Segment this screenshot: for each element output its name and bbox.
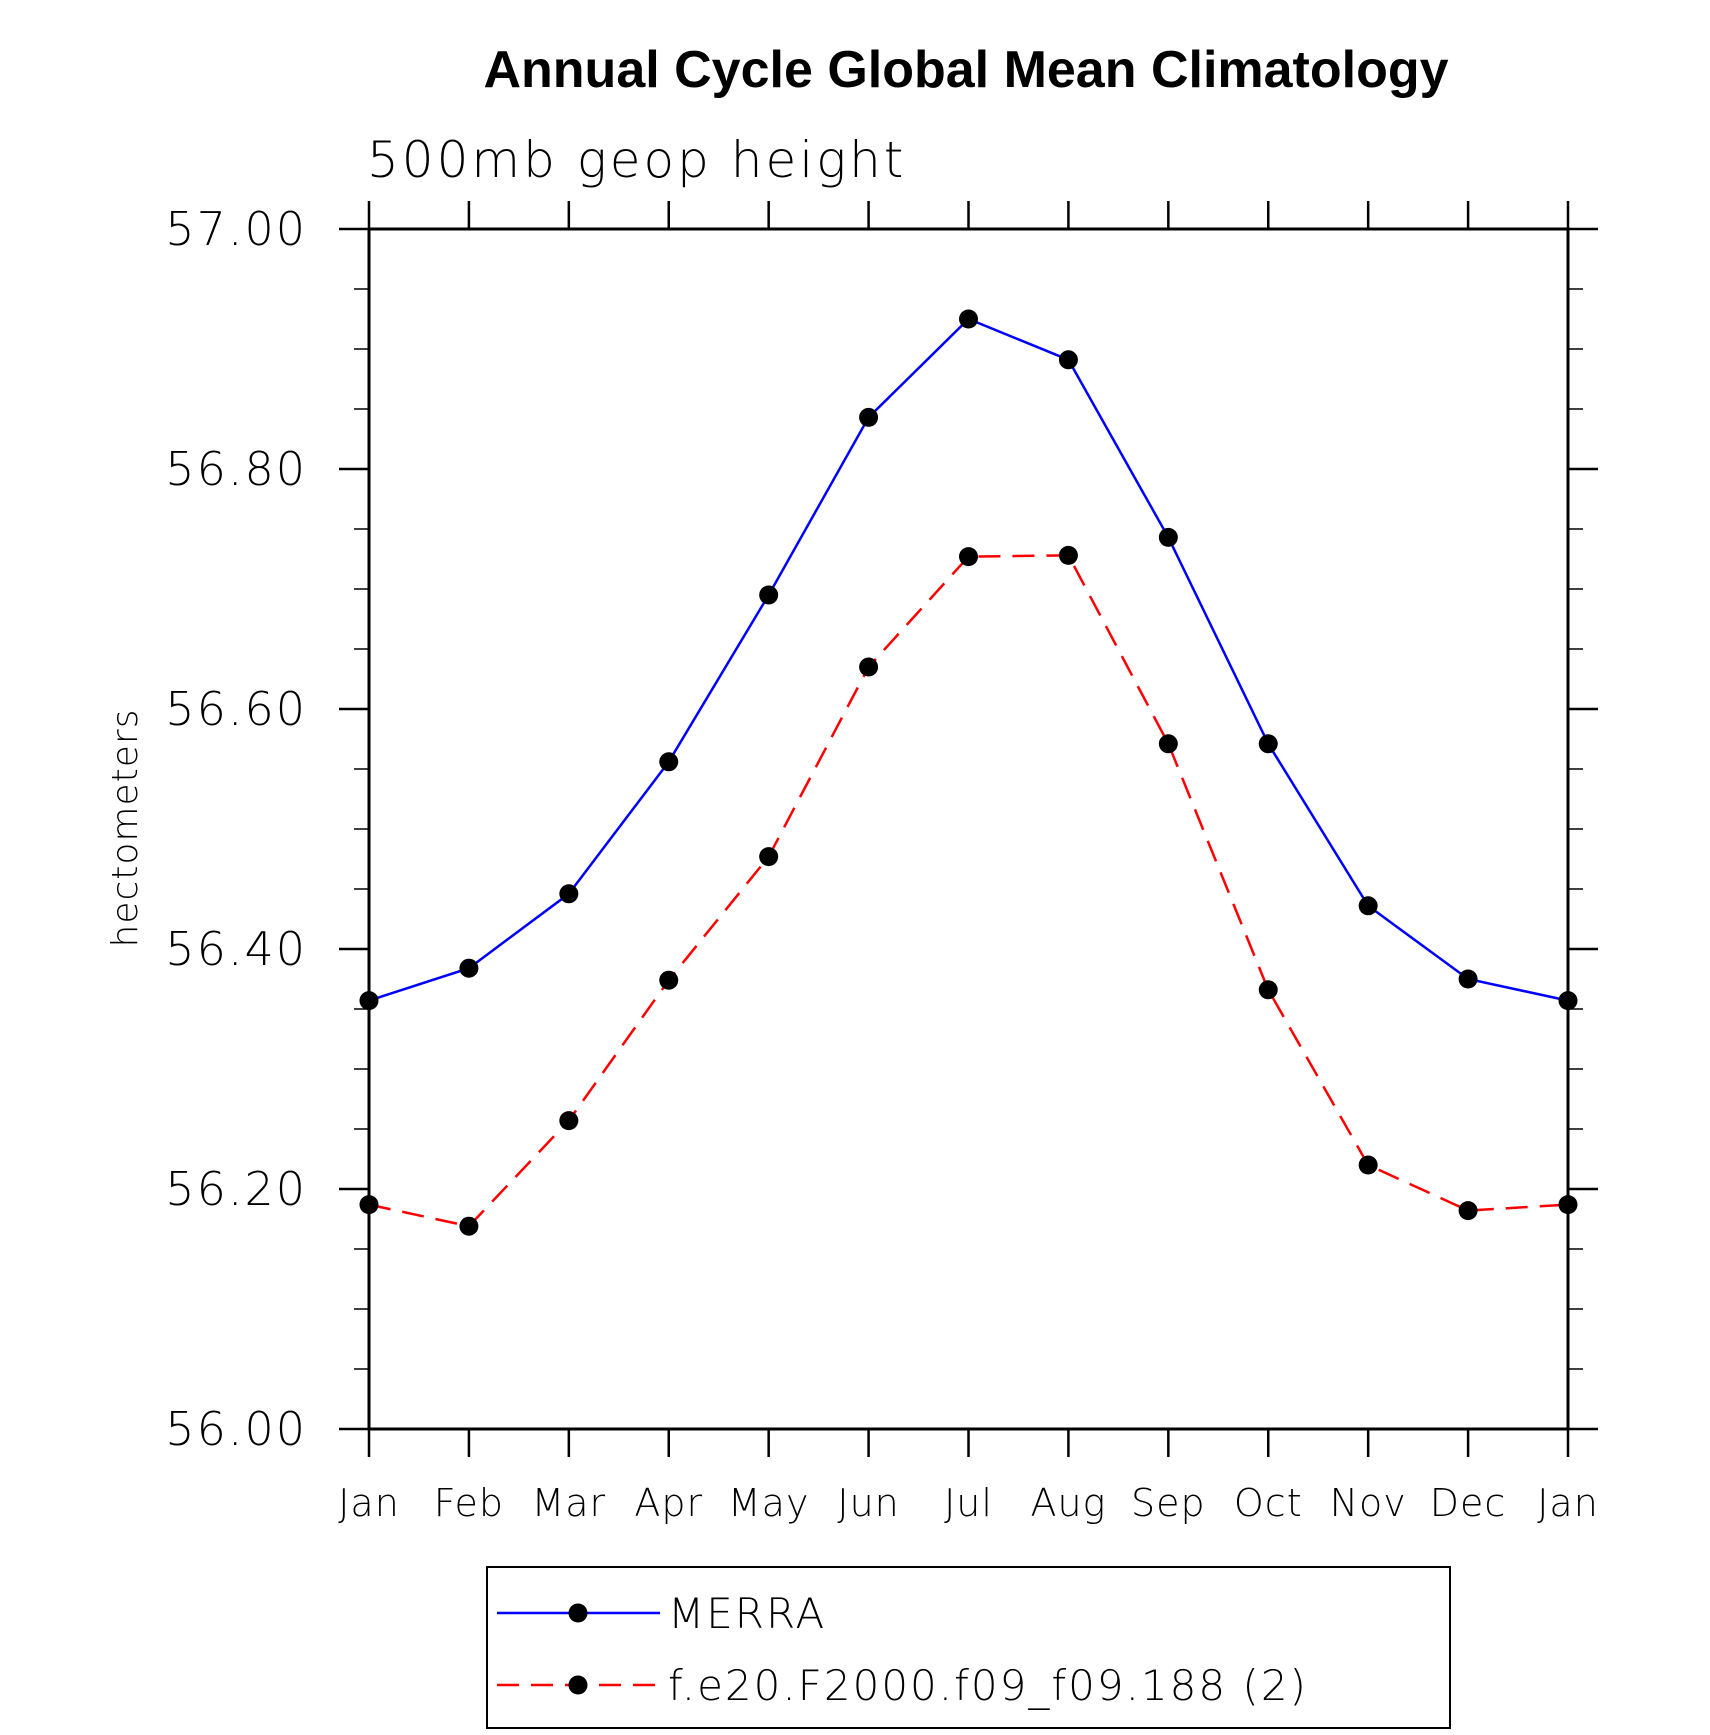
x-tick-labels: Jan Feb Mar Apr May Jun Jul Aug Sep Oct Nov Dec Jan bbox=[338, 1481, 1599, 1525]
data-point bbox=[1258, 980, 1278, 1000]
x-tick-label: Apr bbox=[634, 1481, 703, 1525]
x-tick-label: Aug bbox=[1030, 1481, 1106, 1525]
data-point bbox=[759, 847, 779, 867]
x-tick-label: Jul bbox=[944, 1481, 993, 1525]
x-tick-label: Jan bbox=[338, 1481, 400, 1525]
y-tick-label: 56.00 bbox=[165, 1402, 307, 1456]
y-tick-label: 56.40 bbox=[165, 922, 307, 976]
data-point bbox=[459, 1216, 479, 1236]
x-tick-label: Sep bbox=[1131, 1481, 1206, 1525]
x-tick-label: Feb bbox=[434, 1481, 504, 1525]
y-axis-label: hectometers bbox=[105, 709, 146, 948]
legend: MERRA f.e20.F2000.f09_f09.188 (2) bbox=[486, 1566, 1451, 1729]
data-point bbox=[1358, 896, 1378, 916]
data-point bbox=[1058, 350, 1078, 370]
x-tick-label: Dec bbox=[1430, 1481, 1507, 1525]
data-point bbox=[559, 1111, 579, 1131]
y-tick-label: 56.20 bbox=[165, 1162, 307, 1216]
data-point bbox=[1258, 734, 1278, 754]
legend-label-2: f.e20.F2000.f09_f09.188 (2) bbox=[668, 1661, 1308, 1710]
data-point bbox=[459, 958, 479, 978]
y-tick-label: 56.80 bbox=[165, 442, 307, 496]
data-point bbox=[1058, 545, 1078, 565]
legend-marker bbox=[568, 1603, 588, 1623]
x-tick-label: Mar bbox=[531, 1481, 606, 1525]
series-line-2 bbox=[368, 554, 1569, 1228]
data-point bbox=[1158, 734, 1178, 754]
chart-subtitle: 500mb geop height bbox=[367, 131, 906, 189]
x-tick-label: Nov bbox=[1330, 1481, 1407, 1525]
y-tick-label: 56.60 bbox=[165, 682, 307, 736]
x-tick-label: Jun bbox=[837, 1481, 899, 1525]
legend-box bbox=[486, 1566, 1451, 1729]
x-tick-label: Oct bbox=[1234, 1481, 1303, 1525]
series-markers bbox=[359, 309, 1578, 1236]
data-point bbox=[659, 752, 679, 772]
data-point bbox=[1358, 1155, 1378, 1175]
x-tick-label: May bbox=[728, 1481, 810, 1525]
data-point bbox=[1458, 969, 1478, 989]
data-point bbox=[959, 309, 978, 329]
data-point bbox=[959, 547, 978, 567]
plot-frame bbox=[367, 227, 1570, 1431]
series-lines bbox=[368, 317, 1569, 1228]
data-point bbox=[659, 970, 679, 990]
data-point bbox=[559, 884, 579, 904]
data-point bbox=[759, 585, 779, 605]
legend-label-1: MERRA bbox=[668, 1589, 826, 1638]
series-line-1 bbox=[368, 317, 1569, 1002]
data-point bbox=[1158, 527, 1178, 547]
chart-title: Annual Cycle Global Mean Climatology bbox=[483, 41, 1448, 99]
axis-ticks bbox=[339, 201, 1598, 1457]
y-tick-label: 57.00 bbox=[165, 202, 307, 256]
y-tick-labels: 56.00 56.20 56.40 56.60 56.80 57.00 bbox=[165, 202, 307, 1456]
data-point bbox=[859, 407, 879, 427]
data-point bbox=[1458, 1201, 1478, 1221]
data-point bbox=[859, 657, 879, 677]
x-tick-label: Jan bbox=[1537, 1481, 1599, 1525]
legend-marker bbox=[568, 1675, 588, 1695]
